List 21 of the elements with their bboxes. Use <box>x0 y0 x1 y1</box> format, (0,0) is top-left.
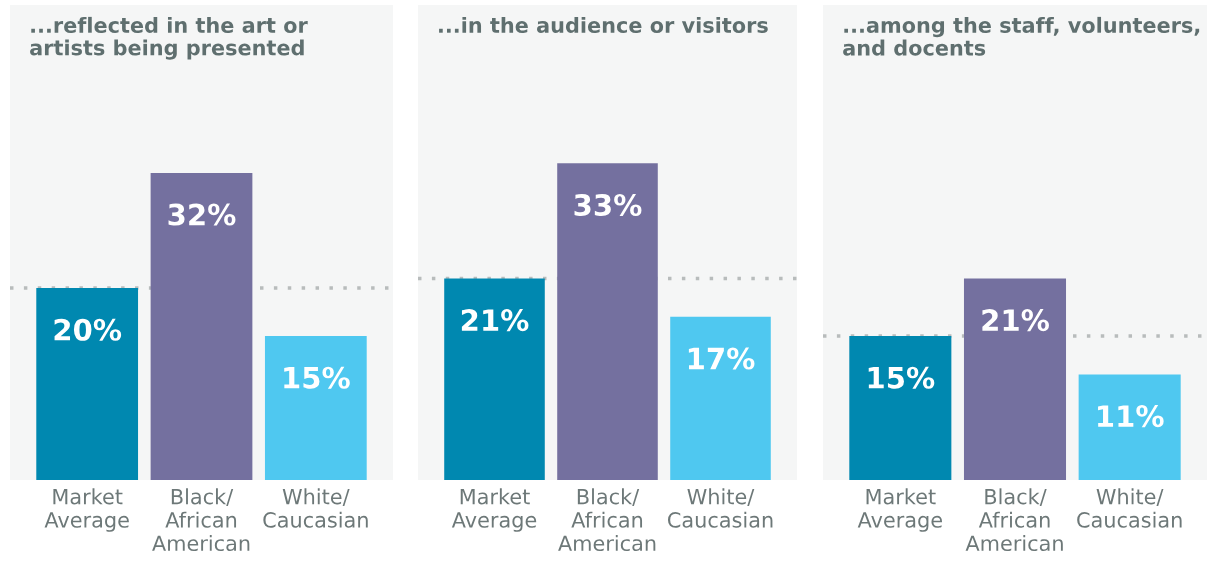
x-tick-label: White/ Caucasian <box>1077 488 1182 528</box>
x-tick-label: Market Average <box>451 488 537 532</box>
x-tick-label: Market Average <box>857 488 942 532</box>
data-label: 20% <box>54 318 122 341</box>
data-label: 32% <box>168 203 236 226</box>
data-label: 11% <box>1098 405 1164 428</box>
data-label: 17% <box>688 347 755 370</box>
data-label: 33% <box>574 193 642 217</box>
data-label: 21% <box>461 309 529 332</box>
data-label: 15% <box>284 366 350 389</box>
x-tick-label: White/ Caucasian <box>263 488 368 528</box>
chart-title: ...reflected in the art or artists being presented <box>30 16 308 60</box>
x-tick-label: Market Average <box>44 488 129 532</box>
data-label: 15% <box>868 366 935 389</box>
chart-title: ...in the audience or visitors <box>439 16 768 33</box>
x-tick-label: Black/ African American <box>965 488 1063 552</box>
chart-title: ...among the staff, volunteers, and docents <box>843 16 1200 56</box>
x-tick-label: White/ Caucasian <box>667 488 773 528</box>
x-tick-label: Black/ African American <box>558 488 656 552</box>
x-tick-label: Black/ African American <box>152 488 250 552</box>
data-label: 21% <box>982 309 1049 332</box>
